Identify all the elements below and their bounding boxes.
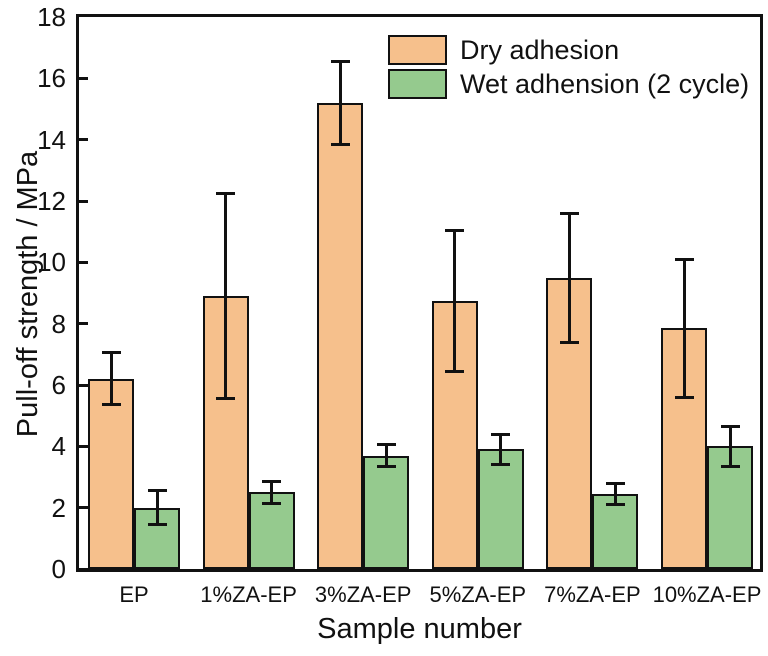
- error-bar-wet-10%ZA-EP: [720, 424, 740, 468]
- error-bar-stem: [338, 59, 342, 146]
- error-bar-stem: [499, 432, 503, 467]
- error-bar-cap: [101, 403, 121, 407]
- error-bar-cap: [674, 257, 694, 261]
- error-bar-cap: [674, 395, 694, 399]
- y-tick-mark-14: [79, 138, 88, 142]
- error-bar-dry-3%ZA-EP: [330, 59, 350, 146]
- wet-adhesion-swatch: [388, 69, 447, 99]
- error-bar-stem: [155, 489, 159, 527]
- error-bar-stem: [224, 191, 228, 401]
- y-tick-mark-0: [79, 567, 88, 571]
- error-bar-cap: [720, 424, 740, 428]
- bar-dry-5%ZA-EP: [431, 300, 478, 569]
- error-bar-dry-5%ZA-EP: [445, 228, 465, 373]
- error-bar-cap: [559, 340, 579, 344]
- y-tick-mark-8: [79, 322, 88, 326]
- error-bar-cap: [491, 432, 511, 436]
- bar-wet-7%ZA-EP: [592, 493, 639, 569]
- error-bar-wet-7%ZA-EP: [605, 481, 625, 507]
- y-tick-label-16: 16: [37, 63, 66, 94]
- y-tick-mark-4: [79, 444, 88, 448]
- bar-wet-5%ZA-EP: [477, 449, 524, 569]
- error-bar-cap: [147, 523, 167, 527]
- error-bar-cap: [559, 211, 579, 215]
- error-bar-cap: [262, 501, 282, 505]
- error-bar-wet-5%ZA-EP: [491, 432, 511, 467]
- error-bar-dry-10%ZA-EP: [674, 257, 694, 399]
- y-axis-tick-labels: 0 2 4 6 8 10 12 14 16 18: [0, 0, 66, 656]
- y-tick-label-14: 14: [37, 124, 66, 155]
- legend-label-wet: Wet adhension (2 cycle): [460, 69, 750, 99]
- error-bar-cap: [262, 480, 282, 484]
- bar-dry-EP: [88, 378, 134, 569]
- error-bar-stem: [682, 257, 686, 399]
- legend-label-dry: Dry adhesion: [460, 35, 620, 65]
- error-bar-wet-1%ZA-EP: [262, 480, 282, 505]
- y-tick-label-0: 0: [51, 554, 66, 584]
- y-tick-label-18: 18: [37, 2, 66, 32]
- y-tick-label-4: 4: [51, 431, 66, 462]
- legend-item-wet: Wet adhension (2 cycle): [388, 69, 749, 99]
- y-tick-mark-16: [79, 76, 88, 80]
- error-bar-cap: [147, 489, 167, 493]
- error-bar-dry-1%ZA-EP: [216, 191, 236, 401]
- y-tick-mark-12: [79, 199, 88, 203]
- x-tick-label-10%ZA-EP: 10%ZA-EP: [652, 582, 762, 607]
- y-tick-mark-10: [79, 260, 88, 264]
- error-bar-stem: [613, 481, 617, 507]
- plot-inner: [79, 17, 760, 571]
- error-bar-stem: [109, 351, 113, 407]
- error-bar-cap: [605, 481, 625, 485]
- bar-wet-1%ZA-EP: [248, 492, 295, 569]
- error-bar-cap: [720, 464, 740, 468]
- y-tick-mark-2: [79, 506, 88, 510]
- error-bar-cap: [445, 369, 465, 373]
- error-bar-cap: [330, 59, 350, 63]
- y-tick-label-10: 10: [37, 247, 66, 278]
- legend-item-dry: Dry adhesion: [388, 35, 749, 65]
- x-tick-label-1%ZA-EP: 1%ZA-EP: [200, 582, 297, 607]
- y-tick-label-8: 8: [51, 308, 66, 339]
- error-bar-cap: [216, 397, 236, 401]
- bar-dry-1%ZA-EP: [202, 296, 249, 569]
- x-tick-label-3%ZA-EP: 3%ZA-EP: [314, 582, 412, 607]
- dry-adhesion-swatch: [388, 35, 447, 65]
- y-tick-label-12: 12: [37, 186, 66, 216]
- error-bar-wet-EP: [147, 489, 167, 527]
- y-tick-label-6: 6: [51, 370, 66, 400]
- legend: Dry adhesion Wet adhension (2 cycle): [388, 35, 749, 99]
- x-tick-label-5%ZA-EP: 5%ZA-EP: [429, 582, 527, 607]
- error-bar-cap: [376, 464, 396, 468]
- x-tick-label-EP: EP: [119, 582, 149, 607]
- error-bar-cap: [445, 228, 465, 232]
- error-bar-cap: [330, 142, 350, 146]
- error-bar-stem: [384, 443, 388, 468]
- error-bar-cap: [376, 443, 396, 447]
- x-tick-label-7%ZA-EP: 7%ZA-EP: [544, 582, 641, 607]
- bar-dry-3%ZA-EP: [317, 102, 364, 569]
- error-bar-stem: [453, 228, 457, 373]
- error-bar-cap: [216, 191, 236, 195]
- y-tick-label-2: 2: [51, 492, 66, 523]
- error-bar-cap: [605, 503, 625, 507]
- y-tick-mark-6: [79, 383, 88, 387]
- error-bar-cap: [491, 463, 511, 467]
- error-bar-stem: [270, 480, 274, 505]
- error-bar-dry-EP: [101, 351, 121, 407]
- error-bar-cap: [101, 351, 121, 355]
- error-bar-dry-7%ZA-EP: [559, 211, 579, 344]
- error-bar-stem: [728, 424, 732, 468]
- error-bar-stem: [567, 211, 571, 344]
- error-bar-wet-3%ZA-EP: [376, 443, 396, 468]
- x-axis-title: Sample number: [317, 613, 522, 645]
- bar-wet-3%ZA-EP: [363, 455, 410, 569]
- plot-area: [76, 14, 763, 572]
